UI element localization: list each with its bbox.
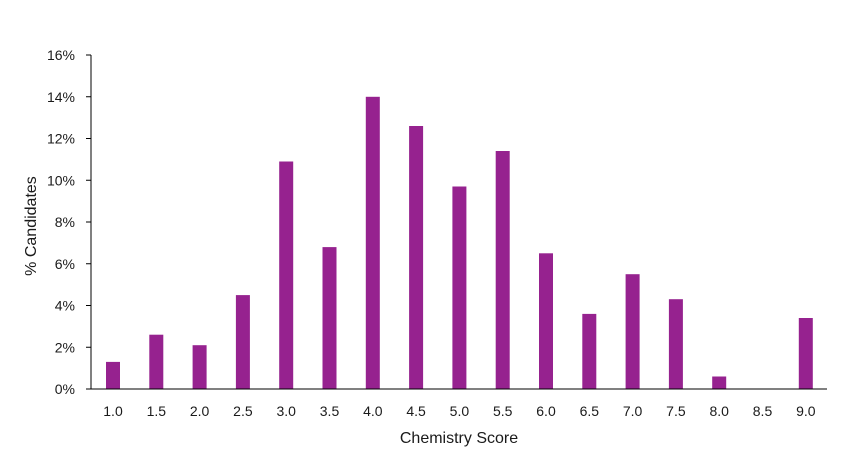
y-axis-ticks: 0% 2% 4% 6% 8% 10% 12% 14% 16% — [47, 47, 91, 397]
y-tick-label: 2% — [55, 339, 75, 355]
y-tick-label: 10% — [47, 172, 75, 188]
x-tick-label: 4.0 — [363, 403, 383, 419]
x-tick-label: 6.5 — [580, 403, 600, 419]
x-tick-label: 9.0 — [796, 403, 816, 419]
x-tick-label: 2.0 — [190, 403, 210, 419]
y-axis-title: % Candidates — [23, 176, 40, 276]
bar-7-5 — [668, 299, 683, 389]
x-tick-label: 8.0 — [709, 403, 729, 419]
bar-4-0 — [365, 96, 380, 390]
x-tick-label: 1.5 — [147, 403, 167, 419]
x-tick-label: 7.0 — [623, 403, 643, 419]
y-tick-label: 12% — [47, 131, 75, 147]
x-tick-label: 2.5 — [233, 403, 253, 419]
bar-5-0 — [452, 186, 467, 389]
x-tick-label: 8.5 — [753, 403, 773, 419]
bar-6-5 — [582, 313, 597, 389]
bar-2-0 — [192, 345, 207, 389]
x-tick-label: 7.5 — [666, 403, 686, 419]
y-tick-label: 16% — [47, 47, 75, 63]
bar-7-0 — [625, 274, 640, 389]
y-tick-label: 8% — [55, 214, 75, 230]
bar-2-5 — [235, 295, 250, 389]
x-tick-label: 5.5 — [493, 403, 513, 419]
y-tick-label: 6% — [55, 256, 75, 272]
y-tick-label: 4% — [55, 298, 75, 314]
bar-1-0 — [106, 361, 120, 389]
bar-8-0 — [712, 376, 727, 389]
bar-1-5 — [149, 334, 164, 389]
bar-9-0 — [798, 318, 813, 389]
y-tick-label: 0% — [55, 381, 75, 397]
bar-3-5 — [322, 247, 337, 389]
x-tick-label: 6.0 — [536, 403, 556, 419]
bar-3-0 — [279, 161, 294, 389]
x-axis-ticks: 1.0 1.5 2.0 2.5 3.0 3.5 4.0 4.5 5.0 5.5 6.0 6.5 7.0 7… — [103, 403, 815, 419]
bars — [106, 96, 813, 390]
x-tick-label: 5.0 — [450, 403, 470, 419]
y-tick-label: 14% — [47, 89, 75, 105]
x-tick-label: 1.0 — [103, 403, 123, 419]
x-tick-label: 3.5 — [320, 403, 340, 419]
x-axis-title: Chemistry Score — [400, 430, 518, 447]
bar-4-5 — [409, 126, 424, 389]
bar-5-5 — [495, 151, 510, 389]
x-tick-label: 3.0 — [276, 403, 296, 419]
bar-6-0 — [539, 253, 553, 389]
x-tick-label: 4.5 — [406, 403, 426, 419]
